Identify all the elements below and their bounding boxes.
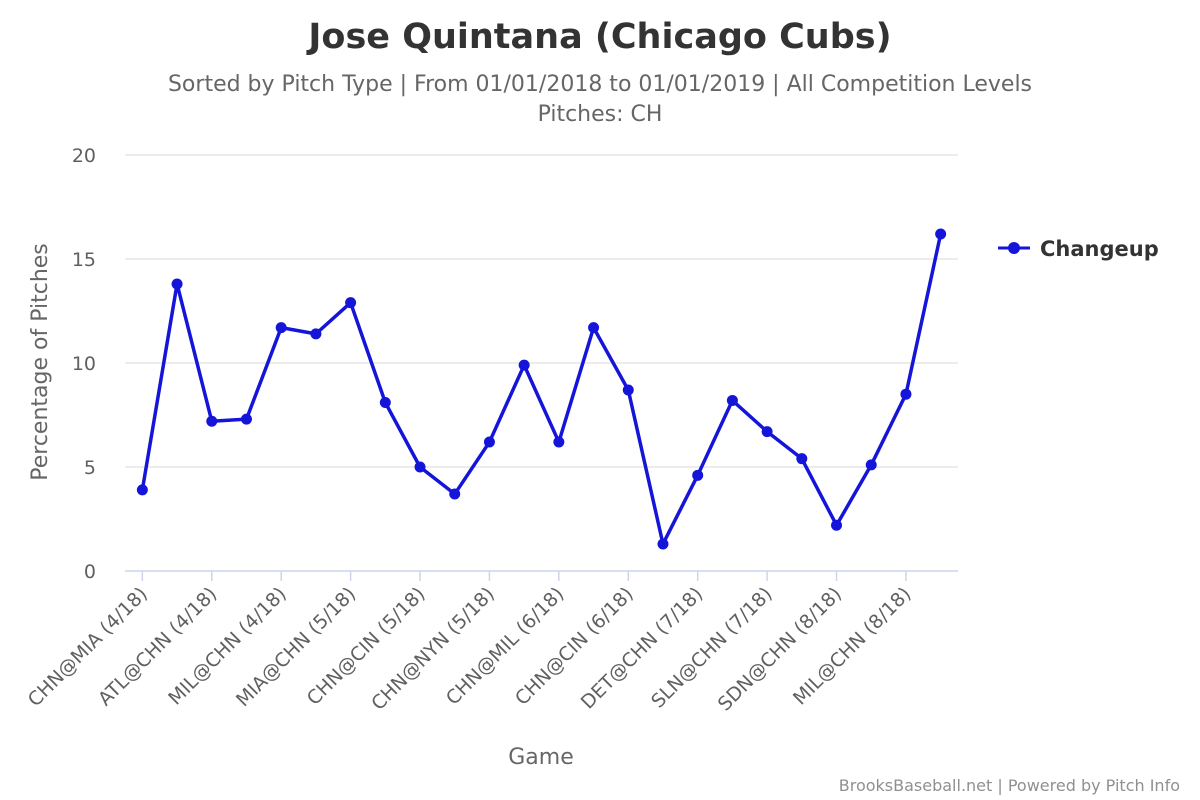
y-axis-title: Percentage of Pitches [28, 243, 53, 481]
x-tick-label: SDN@CHN (8/18) [714, 583, 846, 715]
x-tick-label: CHN@MIA (4/18) [24, 583, 152, 711]
data-point[interactable] [553, 436, 565, 448]
x-tick-label: ATL@CHN (4/18) [94, 583, 221, 710]
legend-symbol-marker [1008, 242, 1020, 254]
x-axis-ticks: CHN@MIA (4/18)ATL@CHN (4/18)MIL@CHN (4/1… [24, 571, 915, 715]
x-tick-label: SLN@CHN (7/18) [647, 583, 777, 713]
data-point[interactable] [275, 322, 287, 334]
data-point[interactable] [761, 426, 773, 438]
credits[interactable]: BrooksBaseball.net | Powered by Pitch In… [839, 776, 1180, 795]
data-point[interactable] [240, 413, 252, 425]
y-tick-label: 20 [72, 145, 96, 167]
data-point[interactable] [796, 453, 808, 465]
series-changeup[interactable] [136, 228, 947, 550]
data-point[interactable] [900, 388, 912, 400]
x-tick-label: CHN@MIL (6/18) [442, 583, 568, 709]
data-point[interactable] [379, 397, 391, 409]
legend[interactable]: Changeup [998, 237, 1159, 261]
x-tick-label: DET@CHN (7/18) [577, 583, 707, 713]
data-point[interactable] [171, 278, 183, 290]
legend-label[interactable]: Changeup [1040, 237, 1159, 261]
data-point[interactable] [622, 384, 634, 396]
data-point[interactable] [136, 484, 148, 496]
chart-title: Jose Quintana (Chicago Cubs) [306, 17, 891, 57]
data-point[interactable] [483, 436, 495, 448]
data-point[interactable] [310, 328, 322, 340]
data-point[interactable] [449, 488, 461, 500]
data-point[interactable] [692, 469, 704, 481]
x-tick-label: MIL@CHN (4/18) [164, 583, 290, 709]
chart-subtitle-line-1: Sorted by Pitch Type | From 01/01/2018 t… [168, 72, 1032, 97]
x-tick-label: MIL@CHN (8/18) [789, 583, 915, 709]
data-point[interactable] [657, 538, 669, 550]
y-tick-label: 0 [84, 561, 96, 583]
data-point[interactable] [726, 394, 738, 406]
data-point[interactable] [935, 228, 947, 240]
data-point[interactable] [831, 519, 843, 531]
data-point[interactable] [206, 415, 218, 427]
x-tick-label: CHN@NYN (5/18) [367, 583, 499, 715]
y-tick-label: 5 [84, 457, 96, 479]
gridlines [125, 154, 958, 468]
y-tick-label: 15 [72, 249, 96, 271]
y-tick-label: 10 [72, 353, 96, 375]
data-point[interactable] [345, 297, 357, 309]
data-point[interactable] [518, 359, 530, 371]
chart-subtitle-line-2: Pitches: CH [538, 102, 663, 127]
x-tick-label: MIA@CHN (5/18) [232, 583, 360, 711]
series-line [140, 232, 943, 546]
data-point[interactable] [588, 322, 600, 334]
x-tick-label: CHN@CIN (6/18) [511, 583, 638, 710]
data-point[interactable] [414, 461, 426, 473]
data-point[interactable] [865, 459, 877, 471]
y-axis-ticks: 0 5 10 15 20 [72, 145, 96, 583]
x-axis-title: Game [508, 745, 574, 770]
x-tick-label: CHN@CIN (5/18) [303, 583, 430, 710]
